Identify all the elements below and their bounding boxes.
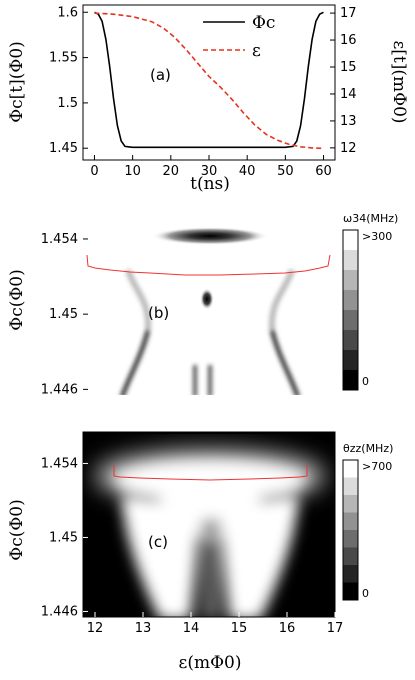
panel-b: 1.446 1.45 1.454 (b) Φc(Φ0) ω34(MHz) >300 … — [7, 207, 398, 397]
x-tick-label: 13 — [135, 621, 152, 636]
series-line-phic — [94, 11, 324, 149]
y-tick-label-left: 1.55 — [49, 51, 78, 66]
y-tick-label-right: 13 — [340, 114, 357, 129]
x-tick-label: 60 — [315, 164, 332, 179]
colorbar-step — [343, 477, 358, 495]
colorbar-step — [343, 310, 358, 330]
y-tick-label-left: 1.5 — [57, 96, 78, 111]
colorbar-frame — [342, 459, 359, 601]
panel-c-ylabel: Φc(Φ0) — [7, 499, 27, 560]
colorbar-c-bottom-label: 0 — [362, 587, 369, 600]
x-tick-label: 20 — [163, 164, 180, 179]
colorbar-step — [343, 565, 358, 583]
colorbar-c-steps — [342, 459, 359, 601]
colorbar-step — [343, 350, 358, 370]
heatmap-b-center-spot — [200, 288, 214, 310]
y-tick-label: 1.454 — [41, 456, 78, 471]
panel-a-label: (a) — [150, 66, 171, 84]
panel-a-ylabel-right: ε[t](mΦ0) — [389, 40, 409, 123]
panel-b-heatmap — [86, 227, 331, 395]
colorbar-b: ω34(MHz) >300 0 — [342, 212, 398, 391]
y-tick-label-left: 1.6 — [57, 5, 78, 20]
x-tick-label: 30 — [201, 164, 218, 179]
colorbar-step — [343, 582, 358, 600]
colorbar-frame — [342, 229, 359, 391]
colorbar-step — [343, 530, 358, 548]
panel-c-xlabel: ε(mΦ0) — [179, 653, 242, 673]
panel-a-ticks: 0 10 20 30 40 50 60 1.45 1.5 1.55 1.6 12 13 14 15 16 17 — [49, 5, 357, 179]
x-tick-label: 0 — [90, 164, 98, 179]
colorbar-step — [343, 495, 358, 513]
panel-b-label: (b) — [148, 304, 169, 322]
panel-b-ticks: 1.446 1.45 1.454 — [41, 232, 88, 397]
heatmap-b-trajectory — [86, 254, 331, 276]
colorbar-c-title: θzz(MHz) — [343, 442, 393, 455]
y-tick-label: 1.45 — [49, 530, 78, 545]
colorbar-step — [343, 512, 358, 530]
x-tick-label: 10 — [124, 164, 141, 179]
heatmap-b-top-arc — [152, 227, 268, 245]
x-tick-label: 40 — [239, 164, 256, 179]
x-tick-label: 12 — [87, 621, 104, 636]
y-tick-label-right: 12 — [340, 141, 357, 156]
panel-a: 0 10 20 30 40 50 601.451.51.551.6121314151617 … — [7, 4, 409, 194]
y-tick-label-right: 17 — [340, 6, 357, 21]
panel-c-label: (c) — [148, 533, 168, 551]
y-tick-label: 1.446 — [41, 604, 78, 619]
panel-c-frame — [82, 431, 336, 618]
colorbar-step — [343, 290, 358, 310]
panel-a-xlabel: t(ns) — [190, 174, 230, 194]
legend-label-epsilon: ε — [252, 41, 261, 61]
y-tick-label-right: 15 — [340, 60, 357, 75]
colorbar-c-top-label: >700 — [362, 460, 392, 473]
colorbar-b-top-label: >300 — [362, 230, 392, 243]
x-tick-label: 50 — [277, 164, 294, 179]
y-tick-label-left: 1.45 — [49, 141, 78, 156]
heatmap-b-branches — [120, 269, 300, 395]
colorbar-step — [343, 270, 358, 290]
panel-b-ylabel: Φc(Φ0) — [7, 269, 27, 330]
colorbar-step — [343, 330, 358, 350]
x-tick-label: 16 — [279, 621, 296, 636]
heatmap-c-trajectory — [113, 465, 308, 481]
x-tick-label: 17 — [327, 621, 344, 636]
panel-a-series — [94, 11, 324, 150]
legend: Φc ε — [203, 13, 275, 61]
panel-a-frame — [82, 4, 336, 161]
colorbar-step — [343, 370, 358, 390]
panel-c: 1.446 1.45 1.454 12 13 14 15 16 17 (c) Φc(Φ0) ε(… — [7, 431, 393, 673]
colorbar-step — [343, 460, 358, 478]
colorbar-c: θzz(MHz) >700 0 — [342, 442, 393, 601]
legend-label-phic: Φc — [252, 13, 275, 33]
panel-c-ticks: 1.446 1.45 1.454 12 13 14 15 16 17 — [41, 456, 343, 636]
panel-a-ylabel-left: Φc[t](Φ0) — [7, 41, 27, 123]
colorbar-step — [343, 230, 358, 250]
x-tick-label: 15 — [231, 621, 248, 636]
y-tick-label-right: 14 — [340, 87, 357, 102]
panel-c-heatmap — [95, 450, 325, 617]
y-tick-label: 1.454 — [41, 232, 78, 247]
y-tick-label-right: 16 — [340, 33, 357, 48]
y-tick-label: 1.45 — [49, 307, 78, 322]
colorbar-step — [343, 547, 358, 565]
series-line-epsilon — [94, 12, 324, 150]
y-tick-label: 1.446 — [41, 382, 78, 397]
x-tick-label: 14 — [183, 621, 200, 636]
colorbar-b-steps — [342, 229, 359, 391]
colorbar-step — [343, 250, 358, 270]
colorbar-b-title: ω34(MHz) — [343, 212, 398, 225]
colorbar-b-bottom-label: 0 — [362, 375, 369, 388]
